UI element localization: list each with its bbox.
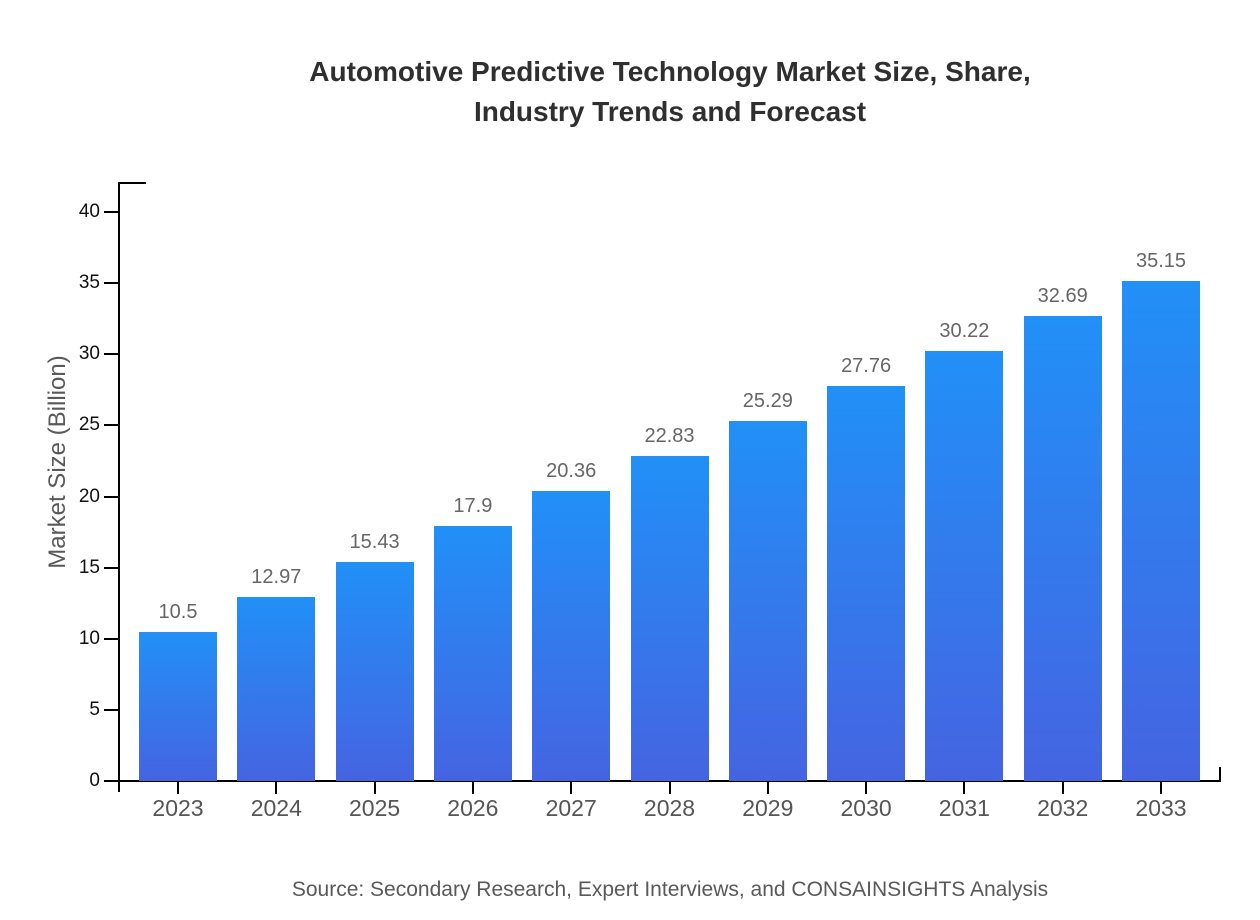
y-tick-label: 5 <box>89 698 100 720</box>
x-axis-line <box>118 780 1221 782</box>
x-tick-label: 2030 <box>840 795 892 821</box>
x-tick-label: 2025 <box>349 795 401 821</box>
x-tick-mark <box>1160 782 1162 794</box>
y-axis-line <box>118 182 120 792</box>
y-tick-mark <box>104 211 118 213</box>
y-tick-label: 35 <box>78 272 100 294</box>
bar-value-label: 17.9 <box>453 495 493 518</box>
x-tick-mark <box>963 782 966 794</box>
x-tick-label: 2028 <box>643 795 696 821</box>
y-tick-label: 10 <box>78 627 100 649</box>
bar-2031 <box>925 351 1004 781</box>
bar-2029 <box>728 421 807 781</box>
bar-value-label: 32.69 <box>1037 284 1088 307</box>
x-tick-mark <box>570 782 573 794</box>
bar-value-label: 12.97 <box>251 565 302 588</box>
x-tick-mark <box>668 782 671 794</box>
bar-2024 <box>237 596 316 781</box>
bar-value-label: 27.76 <box>841 355 892 378</box>
x-tick-label: 2033 <box>1135 795 1187 821</box>
y-tick-mark <box>104 282 118 285</box>
x-tick-mark <box>766 782 769 794</box>
x-tick-mark <box>177 782 179 794</box>
y-tick-mark <box>104 780 118 782</box>
x-tick-label: 2029 <box>742 795 794 821</box>
y-tick-label: 40 <box>78 201 100 222</box>
x-tick-mark <box>373 782 376 794</box>
bar-2033 <box>1122 280 1200 781</box>
bar-value-label: 35.15 <box>1135 249 1187 272</box>
x-tick-mark <box>275 782 278 794</box>
bar-2026 <box>433 526 512 781</box>
bar-2028 <box>630 456 709 781</box>
y-axis-top-cap <box>118 182 146 184</box>
x-tick-mark <box>471 782 474 794</box>
y-axis-title: Market Size (Billion) <box>44 355 71 569</box>
bar-2027 <box>532 491 611 781</box>
bar-value-label: 30.22 <box>939 320 990 343</box>
bar-value-label: 10.5 <box>158 600 198 623</box>
bar-2025 <box>335 561 414 781</box>
x-tick-label: 2024 <box>250 795 302 821</box>
y-tick-mark <box>104 353 118 356</box>
chart-title: Automotive Predictive Technology Market … <box>80 52 1260 132</box>
bar-value-label: 22.83 <box>644 425 695 448</box>
x-tick-label: 2031 <box>938 795 990 821</box>
y-tick-label: 20 <box>78 485 100 507</box>
x-tick-mark <box>865 782 868 794</box>
y-tick-label: 15 <box>78 556 100 578</box>
bar-value-label: 15.43 <box>349 530 400 553</box>
x-tick-label: 2032 <box>1037 795 1089 821</box>
y-tick-mark <box>104 424 118 427</box>
y-tick-mark <box>104 495 118 498</box>
bar-2023 <box>139 631 217 781</box>
chart-title-line-1: Automotive Predictive Technology Market … <box>309 56 1031 87</box>
bar-2030 <box>827 386 906 781</box>
y-tick-label: 0 <box>89 770 100 791</box>
bar-2032 <box>1023 315 1102 781</box>
x-tick-label: 2027 <box>545 795 597 821</box>
y-tick-label: 30 <box>78 343 100 365</box>
bar-value-label: 25.29 <box>742 390 793 413</box>
x-tick-label: 2026 <box>447 795 499 821</box>
bar-value-label: 20.36 <box>546 460 597 483</box>
x-tick-label: 2023 <box>152 795 204 821</box>
x-tick-mark <box>1061 782 1064 794</box>
y-tick-mark <box>104 708 118 711</box>
chart-title-line-2: Industry Trends and Forecast <box>473 96 867 127</box>
x-axis-right-cap <box>1219 767 1221 782</box>
y-tick-mark <box>104 566 118 569</box>
y-tick-label: 25 <box>78 414 100 436</box>
y-tick-mark <box>104 637 118 640</box>
source-attribution: Source: Secondary Research, Expert Inter… <box>291 878 1049 901</box>
